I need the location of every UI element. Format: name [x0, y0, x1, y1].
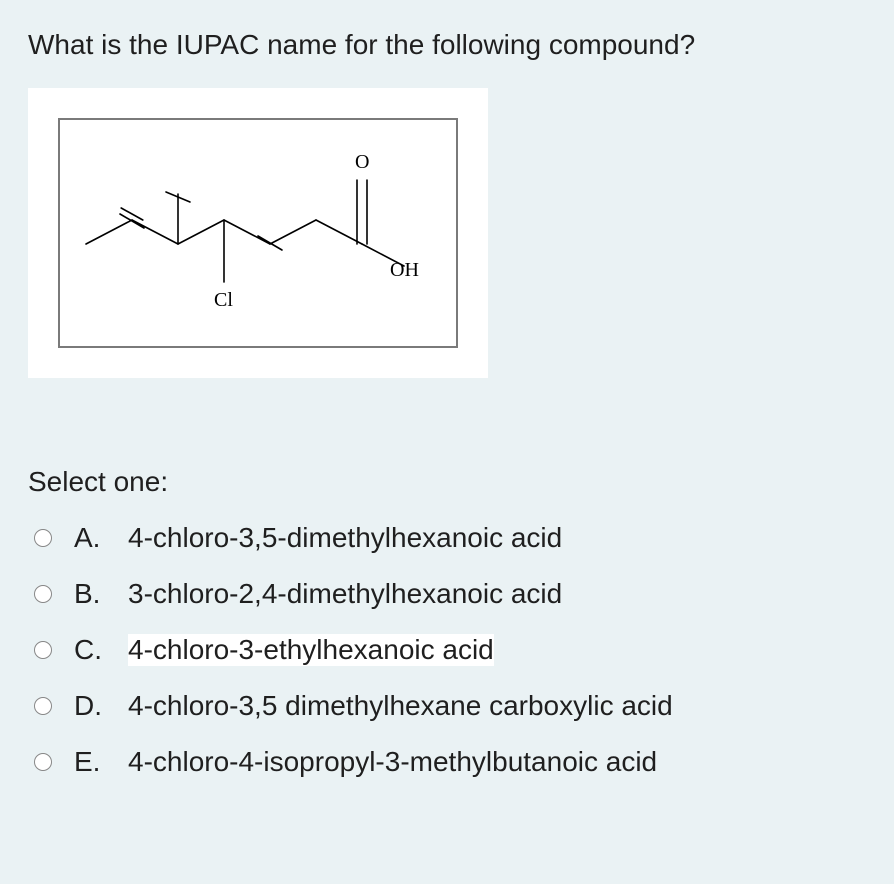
radio-button[interactable]	[34, 753, 52, 771]
compound-diagram-frame: Cl O OH	[58, 118, 458, 348]
option-letter: E.	[74, 746, 106, 778]
svg-text:O: O	[355, 151, 369, 173]
option-row-a[interactable]: A. 4-chloro-3,5-dimethylhexanoic acid	[28, 522, 866, 554]
option-row-d[interactable]: D. 4-chloro-3,5 dimethylhexane carboxylic…	[28, 690, 866, 722]
option-row-b[interactable]: B. 3-chloro-2,4-dimethylhexanoic acid	[28, 578, 866, 610]
option-letter: B.	[74, 578, 106, 610]
option-row-c[interactable]: C. 4-chloro-3-ethylhexanoic acid	[28, 634, 866, 666]
question-text: What is the IUPAC name for the following…	[28, 26, 866, 64]
option-text: 4-chloro-3,5 dimethylhexane carboxylic a…	[128, 690, 673, 722]
svg-text:OH: OH	[390, 259, 419, 281]
option-letter: A.	[74, 522, 106, 554]
compound-image-card: Cl O OH	[28, 88, 488, 378]
options-list: A. 4-chloro-3,5-dimethylhexanoic acid B. 3-…	[28, 522, 866, 778]
option-text: 4-chloro-3,5-dimethylhexanoic acid	[128, 522, 562, 554]
select-one-label: Select one:	[28, 466, 866, 498]
svg-text:Cl: Cl	[214, 289, 233, 311]
radio-button[interactable]	[34, 529, 52, 547]
radio-button[interactable]	[34, 641, 52, 659]
option-text: 4-chloro-4-isopropyl-3-methylbutanoic ac…	[128, 746, 657, 778]
option-text: 4-chloro-3-ethylhexanoic acid	[128, 634, 494, 666]
radio-button[interactable]	[34, 697, 52, 715]
option-row-e[interactable]: E. 4-chloro-4-isopropyl-3-methylbutanoic …	[28, 746, 866, 778]
option-letter: D.	[74, 690, 106, 722]
molecule-svg: Cl O OH	[60, 120, 460, 350]
radio-button[interactable]	[34, 585, 52, 603]
option-text: 3-chloro-2,4-dimethylhexanoic acid	[128, 578, 562, 610]
option-letter: C.	[74, 634, 106, 666]
